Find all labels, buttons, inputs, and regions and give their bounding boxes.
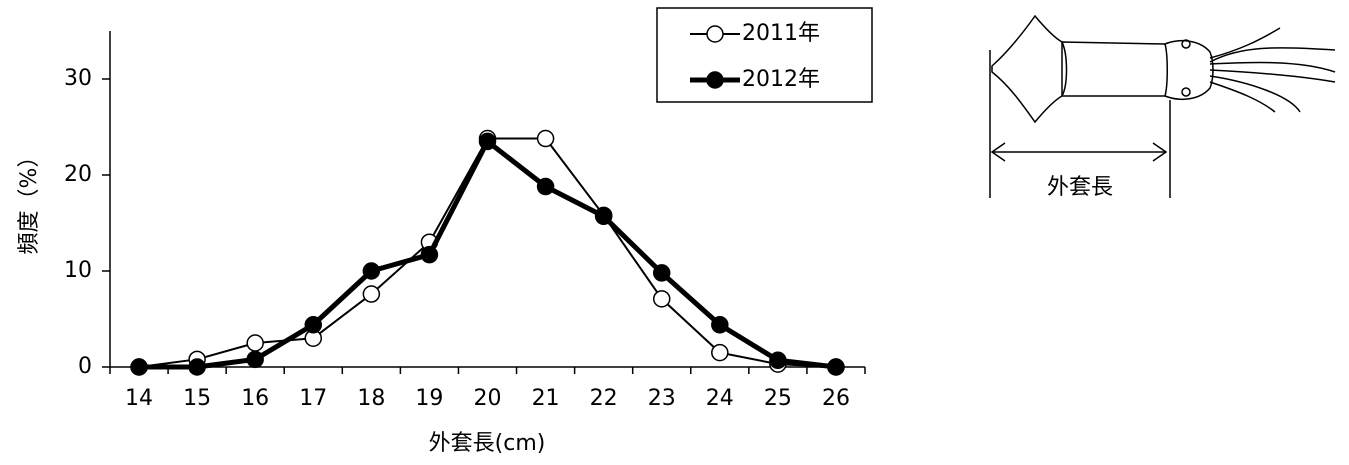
- x-tick-label: 25: [764, 386, 792, 411]
- data-point: [363, 263, 379, 279]
- data-point: [247, 351, 263, 367]
- chart: 頻度（%） 外套長(cm) 外套長 0 10 20 30 14 15 16 17 18 19 20 2…: [0, 0, 1349, 465]
- y-tick-label: 20: [64, 162, 92, 187]
- data-point: [770, 352, 786, 368]
- data-point: [247, 335, 263, 351]
- x-axis-label: 外套長(cm): [429, 431, 546, 456]
- x-tick-label: 18: [357, 386, 385, 411]
- data-point: [131, 359, 147, 375]
- y-axis-label: 頻度（%）: [17, 146, 42, 255]
- data-point: [596, 208, 612, 224]
- data-point: [189, 359, 205, 375]
- x-tick-label: 19: [415, 386, 443, 411]
- series-line: [139, 141, 836, 367]
- data-point: [538, 131, 554, 147]
- x-tick-label: 20: [474, 386, 502, 411]
- data-point: [712, 317, 728, 333]
- legend-marker: [707, 72, 723, 88]
- diagram-label: 外套長: [1047, 175, 1113, 200]
- x-tick-label: 26: [822, 386, 850, 411]
- y-tick-label: 30: [64, 66, 92, 91]
- squid-diagram: [990, 16, 1335, 198]
- data-point: [654, 291, 670, 307]
- data-point: [538, 179, 554, 195]
- y-tick-label: 0: [78, 354, 92, 379]
- x-tick-label: 23: [648, 386, 676, 411]
- data-point: [305, 317, 321, 333]
- x-tick-label: 21: [532, 386, 560, 411]
- x-tick-label: 17: [299, 386, 327, 411]
- x-tick-label: 22: [590, 386, 618, 411]
- data-point: [363, 286, 379, 302]
- legend-label: 2011年: [742, 21, 820, 46]
- x-tick-label: 16: [241, 386, 269, 411]
- x-tick-label: 15: [183, 386, 211, 411]
- y-tick-label: 10: [64, 258, 92, 283]
- page: 頻度（%） 外套長(cm) 外套長 0 10 20 30 14 15 16 17 18 19 20 2…: [0, 0, 1349, 465]
- data-point: [828, 359, 844, 375]
- x-tick-label: 24: [706, 386, 734, 411]
- legend-marker: [707, 26, 723, 42]
- legend-label: 2012年: [742, 67, 820, 92]
- data-point: [421, 247, 437, 263]
- data-point: [712, 345, 728, 361]
- data-point: [480, 133, 496, 149]
- data-point: [654, 265, 670, 281]
- x-tick-label: 14: [125, 386, 153, 411]
